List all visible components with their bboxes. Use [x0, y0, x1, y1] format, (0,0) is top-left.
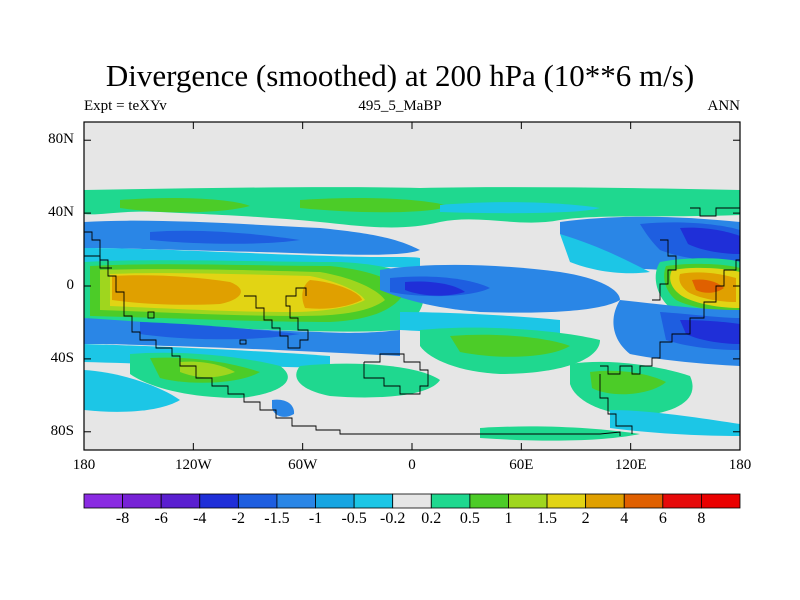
colorbar-swatch — [546, 493, 587, 509]
contour-asia-minimum — [680, 227, 740, 254]
contour-tropical-core-west — [112, 275, 241, 305]
contour-southern-negative-core — [140, 322, 300, 340]
coastline-africa — [363, 353, 429, 395]
y-tick-label: 0 — [66, 277, 75, 293]
colorbar-label: -0.2 — [380, 510, 406, 527]
contour-tropical-core-east — [302, 280, 362, 309]
contour-north-band-1 — [120, 198, 250, 213]
colorbar-swatch — [160, 493, 201, 509]
x-tick-label: 180 — [728, 457, 752, 473]
contour-southern-ocean-positive-core — [590, 370, 666, 395]
coastline-australia — [600, 259, 740, 375]
y-tick-label: 40S — [50, 349, 74, 366]
colorbar-label: -0.5 — [341, 510, 367, 527]
x-tick-label: 0 — [408, 457, 416, 473]
colorbar-swatch — [701, 493, 741, 509]
y-tick-label: 80N — [48, 131, 74, 148]
coastline-americas — [84, 231, 621, 436]
contour-north-band-2 — [300, 198, 450, 213]
coastline-asia — [690, 207, 740, 217]
y-tick-label: 80S — [50, 422, 74, 439]
contour-30n-negative-core — [150, 230, 300, 244]
colorbar-label: 6 — [658, 510, 667, 527]
colorbar-swatch — [315, 493, 355, 509]
colorbar-label: -8 — [115, 510, 130, 527]
experiment-label: Expt = teXYv — [84, 98, 167, 114]
contour-south-positive-1-peak — [180, 361, 235, 378]
contour-indian-ocean-minimum — [405, 281, 465, 296]
colorbar-swatch — [662, 493, 702, 509]
run-label: 495_5_MaBP — [358, 98, 442, 114]
contour-north-band-3 — [440, 202, 600, 214]
colorbar-swatch — [276, 493, 316, 509]
colorbar-label: -6 — [154, 510, 168, 527]
colorbar-swatch — [199, 493, 239, 509]
colorbar-swatch — [237, 493, 278, 509]
coastline-island — [147, 311, 155, 319]
chart-title: Divergence (smoothed) at 200 hPa (10**6 … — [105, 58, 695, 93]
x-tick-label: 60W — [288, 457, 318, 473]
colorbar-label: 8 — [697, 510, 706, 527]
colorbar-label: -1 — [308, 510, 323, 527]
colorbar-label: 0.2 — [421, 510, 442, 527]
colorbar-label: -1.5 — [264, 510, 290, 527]
colorbar-label: 1.5 — [537, 510, 558, 527]
colorbar — [83, 493, 741, 509]
coastlines — [84, 207, 740, 436]
colorbar-swatch — [83, 493, 123, 509]
x-tick-label: 120E — [614, 457, 647, 473]
contour-asia-light — [560, 234, 650, 274]
colorbar-label: -4 — [193, 510, 207, 527]
x-tick-label: 60E — [509, 457, 534, 473]
axis-ticks — [83, 122, 741, 450]
coastline-north-pacific — [84, 255, 112, 269]
coastline-central-america — [244, 287, 309, 349]
y-tick-label: 40N — [48, 204, 74, 221]
coastline-maritime-continent — [652, 239, 677, 301]
colorbar-swatch — [508, 493, 548, 509]
coastline-southern-ocean — [599, 374, 633, 434]
colorbar-label: 4 — [620, 510, 629, 527]
x-tick-label: 120W — [174, 457, 212, 473]
coastline-islet — [239, 339, 247, 345]
contour-sw-pacific-minimum — [680, 320, 740, 344]
colorbar-swatch — [430, 493, 471, 509]
contour-south-positive-2 — [296, 363, 440, 398]
colorbar-swatch — [122, 493, 162, 509]
colorbar-swatch — [623, 493, 664, 509]
x-tick-label: 180 — [72, 457, 96, 473]
colorbar-label: 0.5 — [459, 510, 480, 527]
colorbar-swatch — [392, 493, 432, 509]
contour-south-negative-patch — [84, 370, 180, 412]
contour-south-america-negative — [272, 399, 295, 417]
season-label: ANN — [707, 98, 741, 114]
colorbar-label: 2 — [581, 510, 590, 527]
contour-indian-ocean-negative — [380, 264, 620, 313]
contour-south-pole-positive — [480, 426, 640, 441]
colorbar-swatch — [585, 493, 625, 509]
colorbar-swatch — [469, 493, 509, 509]
colorbar-swatch — [353, 493, 394, 509]
colorbar-label: 1 — [504, 510, 513, 527]
colorbar-label: -2 — [231, 510, 245, 527]
contour-field — [84, 122, 740, 450]
contour-africa-positive-core — [450, 334, 570, 357]
contour-southern-ocean-negative — [610, 410, 740, 436]
